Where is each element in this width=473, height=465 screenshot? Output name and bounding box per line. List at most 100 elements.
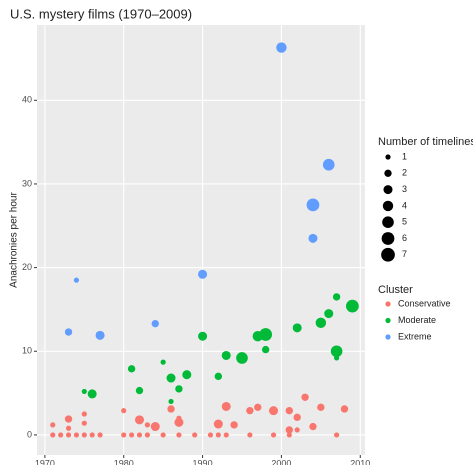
point	[81, 411, 87, 417]
point	[198, 269, 208, 279]
point	[261, 345, 270, 354]
point	[254, 403, 262, 411]
point	[293, 413, 301, 422]
point	[230, 421, 238, 429]
point	[176, 415, 182, 421]
legend-key	[385, 334, 391, 340]
y-axis-label: Anachronies per hour	[9, 192, 20, 288]
point	[95, 330, 105, 340]
point	[252, 331, 263, 342]
size-legend-label: 2	[402, 168, 407, 178]
x-tick-label: 1980	[114, 458, 134, 465]
chart-title: U.S. mystery films (1970–2009)	[10, 6, 192, 21]
point	[322, 158, 335, 171]
size-legend-key	[382, 200, 394, 212]
point	[134, 415, 145, 425]
point	[129, 432, 135, 438]
point	[192, 432, 198, 438]
legend-key	[385, 317, 391, 324]
point	[168, 398, 174, 405]
legend-title: Cluster	[378, 284, 413, 296]
point	[236, 352, 248, 364]
size-legend-key	[382, 216, 394, 229]
legend-key	[385, 301, 391, 307]
point	[65, 425, 72, 431]
point	[301, 393, 309, 401]
point	[269, 406, 279, 416]
point	[81, 432, 87, 438]
point	[207, 432, 214, 438]
point	[346, 299, 359, 313]
point	[89, 432, 95, 438]
legend-label: Extreme	[398, 331, 432, 341]
point	[285, 426, 293, 434]
point	[150, 422, 160, 432]
point	[213, 419, 223, 429]
point	[50, 422, 56, 428]
point	[182, 370, 192, 380]
point	[81, 388, 87, 395]
y-tick-label: 0	[27, 429, 32, 439]
size-legend-title: Number of timelines	[378, 136, 473, 148]
point	[121, 432, 127, 438]
point	[174, 417, 184, 427]
point	[64, 328, 73, 336]
point	[121, 408, 127, 414]
point	[166, 373, 176, 383]
point	[223, 432, 229, 438]
size-legend-label: 7	[402, 249, 407, 259]
point	[276, 42, 287, 53]
point	[73, 432, 80, 438]
legend-label: Moderate	[398, 315, 436, 325]
size-legend-label: 1	[402, 151, 407, 161]
point	[270, 432, 277, 438]
point	[160, 359, 166, 365]
size-legend-key	[383, 185, 393, 195]
size-legend-key	[381, 247, 395, 262]
point	[292, 323, 302, 333]
x-tick-label: 1970	[35, 458, 55, 465]
point	[324, 309, 334, 319]
point	[221, 350, 231, 360]
point	[151, 319, 159, 328]
point	[340, 405, 349, 413]
point	[87, 389, 97, 399]
legend-label: Conservative	[398, 298, 451, 308]
size-legend-key	[384, 169, 392, 177]
x-tick-label: 1990	[193, 458, 213, 465]
size-legend-label: 5	[402, 217, 407, 227]
point	[308, 233, 318, 243]
point	[50, 432, 56, 438]
y-tick-label: 10	[22, 346, 32, 356]
size-legend-label: 4	[402, 200, 407, 210]
point	[330, 345, 343, 358]
point	[306, 198, 320, 212]
point	[64, 415, 73, 423]
size-legend-key	[385, 154, 391, 160]
point	[332, 293, 341, 301]
point	[286, 432, 292, 438]
point	[176, 432, 182, 438]
size-legend-label: 6	[402, 233, 407, 243]
y-tick-label: 30	[22, 178, 32, 188]
point	[215, 432, 221, 438]
y-tick-label: 20	[22, 262, 32, 272]
point	[221, 401, 231, 411]
point	[81, 420, 87, 426]
point	[135, 386, 144, 395]
point	[58, 432, 64, 438]
point	[73, 277, 80, 283]
point	[247, 432, 253, 438]
point	[136, 432, 143, 438]
point	[167, 405, 175, 413]
size-legend-key	[381, 232, 395, 245]
point	[97, 432, 103, 438]
point	[285, 406, 293, 415]
point	[294, 427, 300, 433]
point	[315, 317, 327, 329]
point	[334, 355, 340, 361]
point	[198, 331, 208, 341]
point	[65, 432, 72, 438]
point	[214, 372, 223, 381]
